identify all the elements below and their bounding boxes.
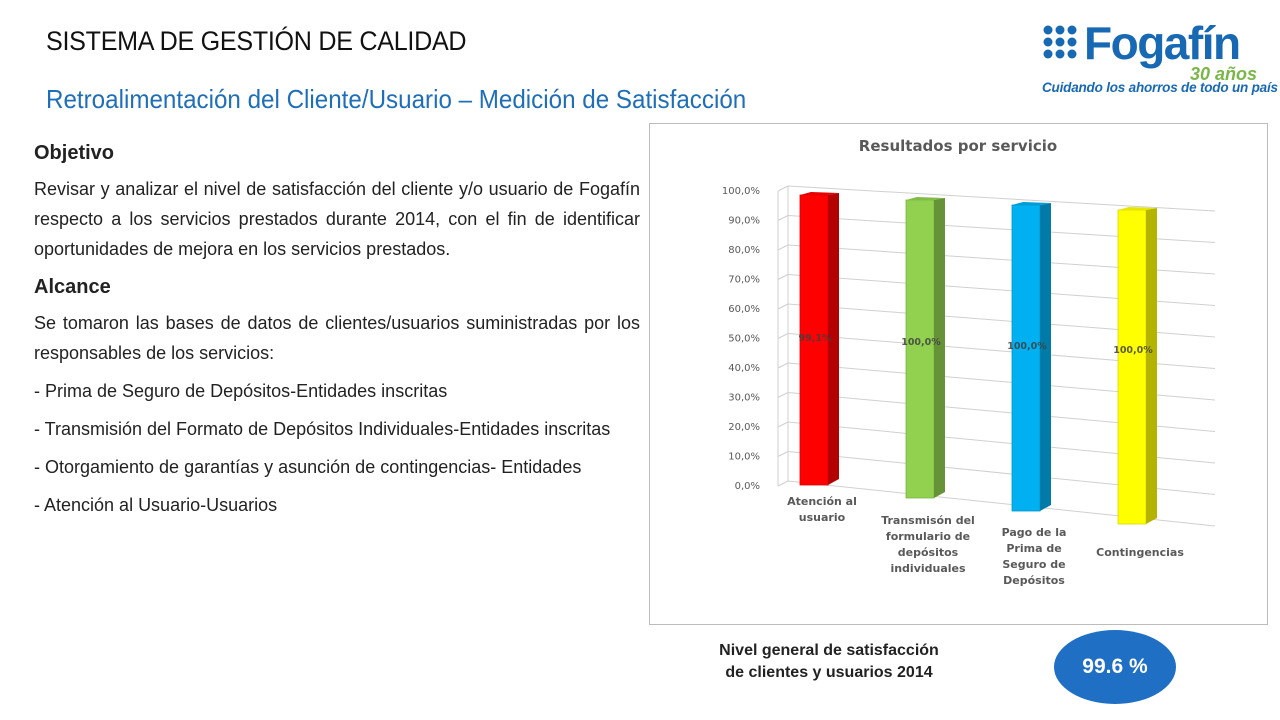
fogafin-logo: Fogafín 30 años Cuidando los ahorros de … xyxy=(1040,16,1278,98)
gridline-tick xyxy=(777,185,789,192)
category-label: Pago de la Prima de Seguro de Depósitos xyxy=(1002,526,1067,587)
category-label: Contingencias xyxy=(1096,546,1184,559)
y-tick-label: 10,0% xyxy=(728,452,760,463)
gridline xyxy=(787,185,1216,212)
gridline-tick xyxy=(777,362,789,369)
objective-text: Revisar y analizar el nivel de satisfacc… xyxy=(34,179,640,259)
bar-front xyxy=(1011,204,1041,512)
gridline-tick xyxy=(777,392,789,398)
bar-chart: Resultados por servicio 0,0% 10,0% 20,0% 30,… xyxy=(722,137,1216,587)
category-label: Atención al usuario xyxy=(787,495,857,524)
gridline-tick xyxy=(777,244,789,251)
y-tick-label: 100,0% xyxy=(722,186,760,197)
scope-item: - Otorgamiento de garantías y asunción d… xyxy=(34,457,582,477)
category-label: Transmisón del formulario de depósitos indi… xyxy=(881,514,975,575)
scope-item: - Prima de Seguro de Depósitos-Entidades… xyxy=(34,381,448,401)
gridline-tick xyxy=(777,274,789,280)
bar-data-label: 100,0% xyxy=(1007,341,1047,352)
logo-anniversary: 30 años xyxy=(1190,64,1258,84)
chart-panel: Resultados por servicio 0,0% 10,0% 20,0% 30,… xyxy=(649,123,1268,625)
y-tick-label: 40,0% xyxy=(728,363,760,374)
gridline-tick xyxy=(777,215,789,221)
chart-title: Resultados por servicio xyxy=(859,137,1057,155)
y-tick-label: 80,0% xyxy=(728,245,760,256)
gridline-tick xyxy=(777,451,789,457)
gridline-tick xyxy=(777,333,789,339)
bar-side xyxy=(1146,208,1157,524)
scope-text: Se tomaron las bases de datos de cliente… xyxy=(34,313,640,363)
bar-side xyxy=(934,198,945,498)
logo-tagline: Cuidando los ahorros de todo un país xyxy=(1042,80,1278,95)
page-title: SISTEMA DE GESTIÓN DE CALIDAD xyxy=(46,26,467,56)
bar-top xyxy=(1012,202,1051,205)
logo-dots-icon xyxy=(1043,25,1077,59)
gridline-tick xyxy=(777,421,789,428)
scope-item: - Atención al Usuario-Usuarios xyxy=(34,495,278,515)
page-subtitle: Retroalimentación del Cliente/Usuario – … xyxy=(46,84,747,114)
bar-side xyxy=(1040,203,1051,511)
y-tick-label: 50,0% xyxy=(728,334,760,345)
scope-item: - Transmisión del Formato de Depósitos I… xyxy=(34,419,611,439)
bar-data-label: 100,0% xyxy=(901,337,941,348)
y-tick-label: 60,0% xyxy=(728,304,760,315)
bar-front xyxy=(905,199,935,499)
summary-label: Nivel general de satisfacción de cliente… xyxy=(719,642,939,681)
content-column: Objetivo Revisar y analizar el nivel de … xyxy=(34,138,640,528)
gridline-tick xyxy=(777,303,789,310)
bar-front xyxy=(1117,209,1147,525)
y-tick-label: 70,0% xyxy=(728,275,760,286)
y-tick-label: 90,0% xyxy=(728,216,760,227)
bar-side xyxy=(828,193,839,485)
bar-top xyxy=(906,197,945,200)
gridline-tick xyxy=(777,480,789,487)
bar-top xyxy=(1118,207,1157,210)
bar-data-label: 99,1% xyxy=(799,333,832,344)
y-tick-label: 20,0% xyxy=(728,422,760,433)
bar-top xyxy=(800,192,839,195)
scope-heading: Alcance xyxy=(34,276,111,298)
summary-value-badge: 99.6 % xyxy=(1054,630,1176,704)
y-tick-label: 0,0% xyxy=(735,481,760,492)
bar-data-label: 100,0% xyxy=(1113,345,1153,356)
y-tick-label: 30,0% xyxy=(728,393,760,404)
logo-wordmark: Fogafín xyxy=(1084,17,1241,69)
objective-heading: Objetivo xyxy=(34,142,115,164)
